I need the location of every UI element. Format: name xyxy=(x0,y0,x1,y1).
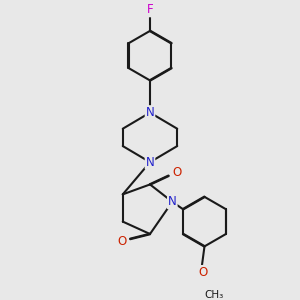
Text: O: O xyxy=(172,166,182,178)
Text: N: N xyxy=(146,156,154,169)
Text: N: N xyxy=(146,106,154,119)
Text: CH₃: CH₃ xyxy=(205,290,224,300)
Text: N: N xyxy=(168,195,177,208)
Text: O: O xyxy=(117,235,126,248)
Text: F: F xyxy=(147,3,153,16)
Text: O: O xyxy=(199,266,208,279)
